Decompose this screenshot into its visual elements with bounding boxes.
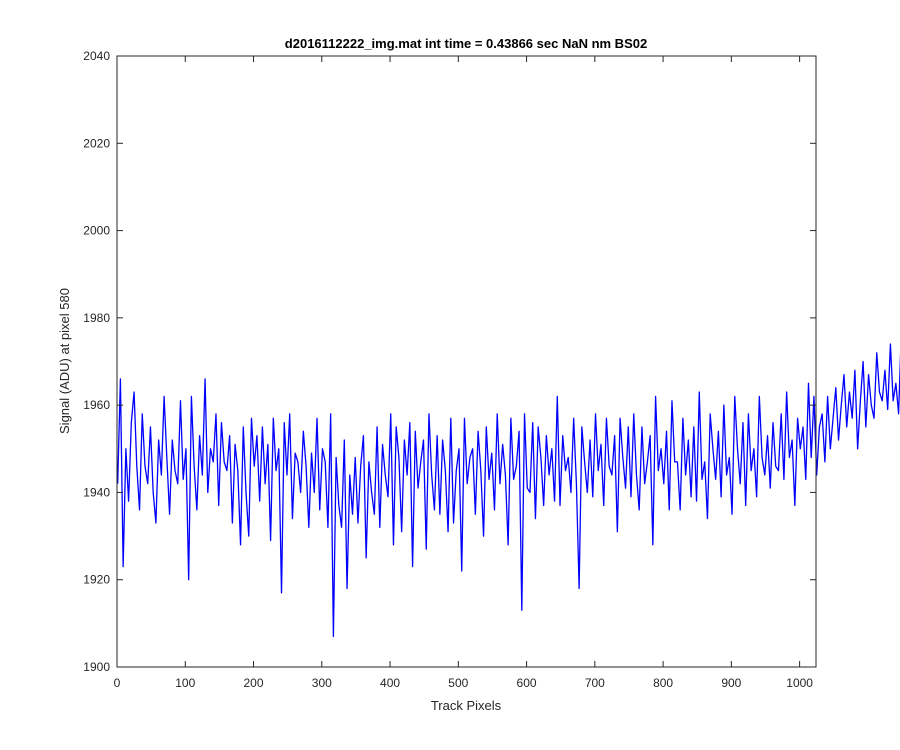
y-tick-label: 1940 <box>83 485 110 499</box>
chart-title: d2016112222_img.mat int time = 0.43866 s… <box>285 36 647 51</box>
x-tick-label: 700 <box>585 676 605 690</box>
y-tick-label: 2040 <box>83 49 110 63</box>
x-tick-label: 500 <box>448 676 468 690</box>
x-axis-label: Track Pixels <box>431 698 502 713</box>
x-tick-label: 100 <box>175 676 195 690</box>
x-tick-label: 800 <box>653 676 673 690</box>
y-axis-label: Signal (ADU) at pixel 580 <box>57 288 72 434</box>
x-tick-label: 300 <box>312 676 332 690</box>
x-axis-ticks: 0 100 200 300 400 500 600 700 800 900 1000 <box>114 56 813 690</box>
y-tick-label: 1960 <box>83 398 110 412</box>
y-tick-label: 2020 <box>83 136 110 150</box>
axes-background <box>117 56 816 667</box>
y-axis-ticks: 1900 1920 1940 1960 1980 2000 2020 2040 <box>83 49 816 674</box>
y-tick-label: 1980 <box>83 311 110 325</box>
y-tick-label: 1920 <box>83 573 110 587</box>
x-tick-label: 0 <box>114 676 121 690</box>
y-tick-label: 2000 <box>83 224 110 238</box>
x-tick-label: 600 <box>517 676 537 690</box>
x-tick-label: 900 <box>721 676 741 690</box>
y-tick-label: 1900 <box>83 660 110 674</box>
x-tick-label: 200 <box>244 676 264 690</box>
series-line-0 <box>117 343 900 638</box>
x-tick-label: 1000 <box>786 676 813 690</box>
axes-box <box>116 55 817 668</box>
x-tick-label: 400 <box>380 676 400 690</box>
series-group <box>117 343 900 638</box>
